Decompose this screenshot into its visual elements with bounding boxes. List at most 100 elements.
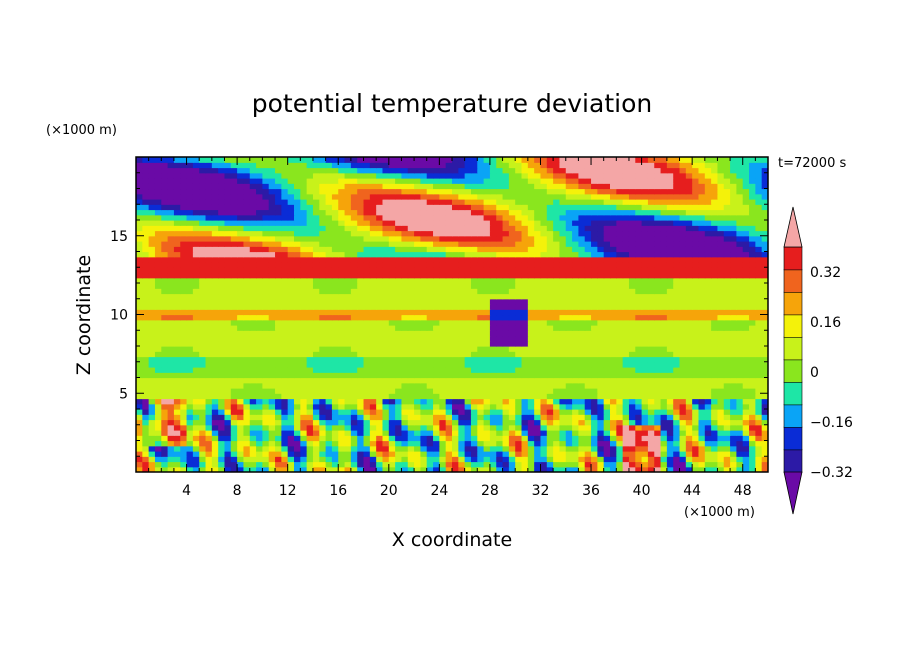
contour-cell bbox=[559, 209, 567, 216]
contour-cell bbox=[470, 424, 478, 431]
contour-cell bbox=[186, 267, 194, 274]
contour-cell bbox=[243, 430, 251, 436]
contour-cell bbox=[331, 361, 339, 368]
contour-cell bbox=[445, 424, 453, 431]
contour-cell bbox=[230, 230, 238, 237]
contour-cell bbox=[142, 225, 150, 232]
contour-cell bbox=[148, 340, 156, 347]
contour-cell bbox=[730, 372, 737, 379]
contour-cell bbox=[616, 209, 624, 216]
contour-cell bbox=[717, 314, 725, 321]
contour-cell bbox=[338, 409, 346, 415]
contour-cell bbox=[439, 288, 447, 295]
contour-cell bbox=[470, 409, 478, 415]
contour-cell bbox=[136, 288, 143, 295]
contour-cell bbox=[357, 325, 365, 331]
contour-cell bbox=[553, 388, 561, 394]
contour-cell bbox=[148, 246, 156, 253]
contour-cell bbox=[546, 430, 554, 436]
contour-cell bbox=[603, 283, 611, 289]
contour-cell bbox=[395, 330, 403, 337]
contour-cell bbox=[249, 361, 257, 368]
contour-cell bbox=[673, 241, 681, 247]
contour-cell bbox=[704, 272, 712, 279]
contour-cell bbox=[527, 372, 535, 379]
contour-cell bbox=[180, 356, 188, 363]
contour-cell bbox=[749, 466, 756, 472]
contour-cell bbox=[610, 293, 617, 300]
contour-cell bbox=[262, 304, 270, 310]
contour-cell bbox=[420, 314, 428, 321]
contour-cell bbox=[350, 414, 358, 421]
contour-cell bbox=[508, 262, 516, 268]
contour-cell bbox=[616, 456, 624, 463]
contour-cell bbox=[755, 377, 763, 384]
contour-cell bbox=[679, 388, 687, 394]
contour-cell bbox=[496, 309, 504, 316]
contour-cell bbox=[401, 346, 409, 352]
contour-cell bbox=[477, 435, 485, 442]
contour-cell bbox=[635, 466, 643, 472]
contour-cell bbox=[357, 230, 365, 237]
contour-cell bbox=[666, 340, 674, 347]
contour-cell bbox=[154, 220, 162, 226]
contour-cell bbox=[382, 277, 390, 284]
contour-cell bbox=[325, 346, 333, 352]
contour-cell bbox=[401, 214, 409, 221]
contour-cell bbox=[730, 356, 737, 363]
contour-cell bbox=[534, 309, 542, 316]
contour-cell bbox=[749, 451, 756, 457]
contour-cell bbox=[711, 251, 719, 258]
contour-cell bbox=[167, 256, 175, 263]
contour-cell bbox=[610, 309, 617, 316]
contour-cell bbox=[224, 409, 232, 415]
contour-cell bbox=[496, 293, 504, 300]
contour-cell bbox=[679, 246, 687, 253]
contour-cell bbox=[742, 277, 750, 284]
contour-cell bbox=[559, 335, 567, 342]
contour-cell bbox=[527, 241, 535, 247]
contour-cell bbox=[553, 346, 561, 352]
contour-cell bbox=[603, 440, 611, 447]
contour-cell bbox=[433, 298, 440, 305]
contour-cell bbox=[294, 414, 301, 421]
contour-cell bbox=[717, 346, 725, 352]
contour-cell bbox=[736, 335, 744, 342]
contour-cell bbox=[730, 209, 737, 216]
contour-cell bbox=[647, 393, 655, 400]
contour-cell bbox=[591, 351, 598, 358]
contour-cell bbox=[641, 361, 649, 368]
contour-cell bbox=[616, 398, 624, 405]
contour-cell bbox=[148, 230, 156, 237]
contour-cell bbox=[704, 220, 712, 226]
contour-cell bbox=[420, 272, 428, 279]
contour-cell bbox=[540, 235, 548, 242]
contour-cell bbox=[502, 256, 510, 263]
contour-cell bbox=[224, 262, 232, 268]
contour-cell bbox=[281, 356, 289, 363]
contour-cell bbox=[660, 377, 668, 384]
contour-cell bbox=[546, 414, 554, 421]
contour-cell bbox=[268, 367, 276, 373]
contour-cell bbox=[527, 309, 535, 316]
contour-cell bbox=[325, 277, 333, 284]
contour-cell bbox=[192, 377, 200, 384]
contour-cell bbox=[578, 309, 586, 316]
contour-cell bbox=[407, 398, 415, 405]
contour-cell bbox=[136, 398, 143, 405]
contour-cell bbox=[192, 435, 200, 442]
contour-cell bbox=[173, 293, 181, 300]
contour-cell bbox=[559, 272, 567, 279]
contour-cell bbox=[306, 414, 314, 421]
contour-cell bbox=[546, 377, 554, 384]
contour-cell bbox=[173, 241, 181, 247]
contour-cell bbox=[736, 445, 744, 452]
contour-cell bbox=[249, 440, 257, 447]
contour-cell bbox=[616, 298, 624, 305]
contour-cell bbox=[534, 445, 542, 452]
contour-cell bbox=[148, 272, 156, 279]
contour-cell bbox=[755, 235, 763, 242]
contour-cell bbox=[591, 225, 598, 232]
contour-cell bbox=[148, 262, 156, 268]
contour-cell bbox=[294, 319, 301, 326]
